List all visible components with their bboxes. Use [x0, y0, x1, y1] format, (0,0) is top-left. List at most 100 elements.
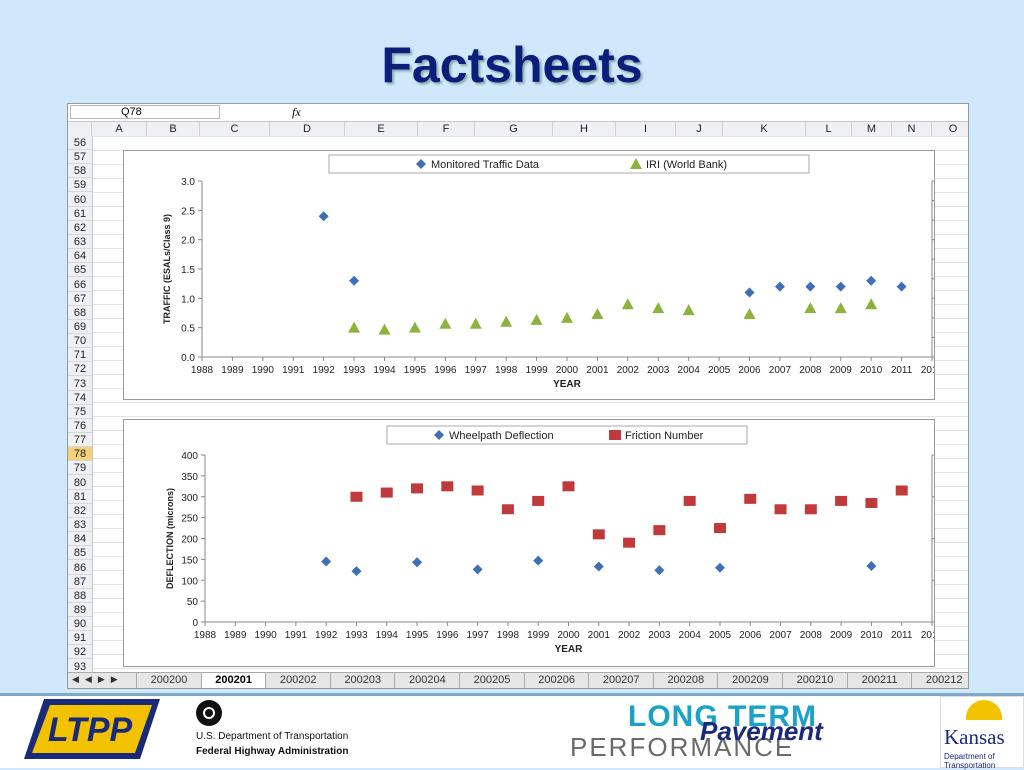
traffic-iri-chart[interactable]: Monitored Traffic Data IRI (World Bank) 19… — [123, 150, 968, 400]
row-header-86[interactable]: 86 — [68, 561, 92, 575]
select-all-corner[interactable] — [68, 122, 92, 136]
row-header-64[interactable]: 64 — [68, 249, 92, 264]
row-header-80[interactable]: 80 — [68, 476, 92, 490]
sheet-tab-200209[interactable]: 200209 — [717, 673, 782, 688]
row-header-92[interactable]: 92 — [68, 645, 92, 660]
x-tick-label: 2001 — [586, 365, 609, 376]
data-point-series-1 — [592, 529, 605, 540]
row-header-73[interactable]: 73 — [68, 377, 92, 391]
ltpp-logo: LTPP — [24, 699, 160, 759]
row-header-91[interactable]: 91 — [68, 631, 92, 646]
row-header-61[interactable]: 61 — [68, 207, 92, 221]
column-header-o[interactable]: O — [932, 122, 968, 136]
y-tick-label: 350 — [181, 472, 198, 483]
row-header-84[interactable]: 84 — [68, 532, 92, 547]
column-header-c[interactable]: C — [200, 122, 270, 136]
row-header-68[interactable]: 68 — [68, 306, 92, 320]
row-header-66[interactable]: 66 — [68, 278, 92, 292]
name-box[interactable]: Q78 — [70, 105, 220, 119]
y-tick-label: 2.0 — [181, 236, 195, 247]
row-header-82[interactable]: 82 — [68, 504, 92, 518]
column-header-b[interactable]: B — [147, 122, 200, 136]
column-header-h[interactable]: H — [553, 122, 616, 136]
column-header-g[interactable]: G — [475, 122, 553, 136]
x-tick-label: 1989 — [224, 630, 247, 641]
row-header-83[interactable]: 83 — [68, 518, 92, 533]
column-header-e[interactable]: E — [345, 122, 418, 136]
sheet-tab-200210[interactable]: 200210 — [782, 673, 847, 688]
data-point-series-1 — [378, 323, 391, 335]
y-tick-label: 50 — [187, 597, 199, 608]
ltpp-logo-text: LTPP — [48, 711, 133, 749]
row-header-63[interactable]: 63 — [68, 235, 92, 250]
sheet-tab-200205[interactable]: 200205 — [459, 673, 524, 688]
sheet-tab-200201[interactable]: 200201 — [200, 673, 266, 688]
column-header-l[interactable]: L — [806, 122, 852, 136]
sheet-nav-arrows-icon[interactable]: ◀◀▶▶ — [72, 674, 124, 684]
data-point-series-1 — [865, 498, 878, 509]
legend-marker-0 — [416, 159, 426, 169]
row-header-87[interactable]: 87 — [68, 575, 92, 589]
row-header-76[interactable]: 76 — [68, 419, 92, 433]
sheet-tab-200211[interactable]: 200211 — [846, 673, 912, 688]
row-header-78[interactable]: 78 — [68, 447, 92, 462]
column-header-m[interactable]: M — [852, 122, 892, 136]
sheet-tab-200206[interactable]: 200206 — [523, 673, 589, 688]
row-header-90[interactable]: 90 — [68, 617, 92, 632]
x-tick-label: 2009 — [830, 365, 853, 376]
sheet-tab-200204[interactable]: 200204 — [394, 673, 459, 688]
row-header-72[interactable]: 72 — [68, 362, 92, 377]
column-header-i[interactable]: I — [616, 122, 676, 136]
row-header-69[interactable]: 69 — [68, 320, 92, 334]
fx-icon[interactable]: fx — [292, 105, 301, 119]
row-header-62[interactable]: 62 — [68, 221, 92, 235]
row-header-56[interactable]: 56 — [68, 136, 92, 150]
column-header-f[interactable]: F — [418, 122, 475, 136]
row-header-88[interactable]: 88 — [68, 589, 92, 603]
row-header-75[interactable]: 75 — [68, 405, 92, 419]
data-point-series-0 — [349, 275, 360, 286]
x-tick-label: 1991 — [285, 630, 308, 641]
column-header-j[interactable]: J — [676, 122, 723, 136]
column-header-k[interactable]: K — [723, 122, 806, 136]
row-header-67[interactable]: 67 — [68, 292, 92, 306]
dot-department-text: U.S. Department of Transportation — [196, 731, 349, 742]
row-header-74[interactable]: 74 — [68, 391, 92, 405]
sheet-tab-200208[interactable]: 200208 — [652, 673, 718, 688]
row-header-65[interactable]: 65 — [68, 263, 92, 278]
sheet-tab-200203[interactable]: 200203 — [329, 673, 395, 688]
chart-legend — [328, 154, 810, 174]
data-point-series-1 — [743, 307, 756, 319]
row-header-71[interactable]: 71 — [68, 348, 92, 363]
row-header-59[interactable]: 59 — [68, 178, 92, 193]
sheet-tab-200212[interactable]: 200212 — [911, 673, 968, 688]
x-tick-label: 2002 — [618, 630, 641, 641]
data-point-series-1 — [348, 321, 361, 333]
data-point-series-0 — [351, 566, 362, 577]
column-header-n[interactable]: N — [892, 122, 932, 136]
row-header-81[interactable]: 81 — [68, 490, 92, 504]
data-point-series-1 — [652, 302, 665, 314]
column-header-d[interactable]: D — [270, 122, 345, 136]
x-tick-label: 2000 — [556, 365, 579, 376]
data-point-series-0 — [714, 562, 725, 573]
row-header-77[interactable]: 77 — [68, 433, 92, 448]
legend-marker-1 — [630, 158, 642, 169]
row-header-79[interactable]: 79 — [68, 461, 92, 476]
sheet-tab-200200[interactable]: 200200 — [136, 673, 201, 688]
x-tick-label: 2005 — [708, 365, 731, 376]
y-tick-label: 150 — [181, 555, 198, 566]
deflection-friction-chart[interactable]: Wheelpath Deflection Friction Number 1988 1… — [123, 419, 968, 667]
sheet-tab-200202[interactable]: 200202 — [265, 673, 330, 688]
x-tick-label: 1989 — [221, 365, 244, 376]
row-header-89[interactable]: 89 — [68, 603, 92, 617]
column-header-a[interactable]: A — [92, 122, 147, 136]
row-header-85[interactable]: 85 — [68, 546, 92, 561]
row-header-58[interactable]: 58 — [68, 164, 92, 179]
row-header-57[interactable]: 57 — [68, 150, 92, 165]
x-axis-title: YEAR — [555, 644, 584, 655]
sheet-tab-200207[interactable]: 200207 — [588, 673, 653, 688]
y-tick-label: 200 — [181, 535, 198, 546]
row-header-60[interactable]: 60 — [68, 193, 92, 207]
row-header-70[interactable]: 70 — [68, 334, 92, 349]
